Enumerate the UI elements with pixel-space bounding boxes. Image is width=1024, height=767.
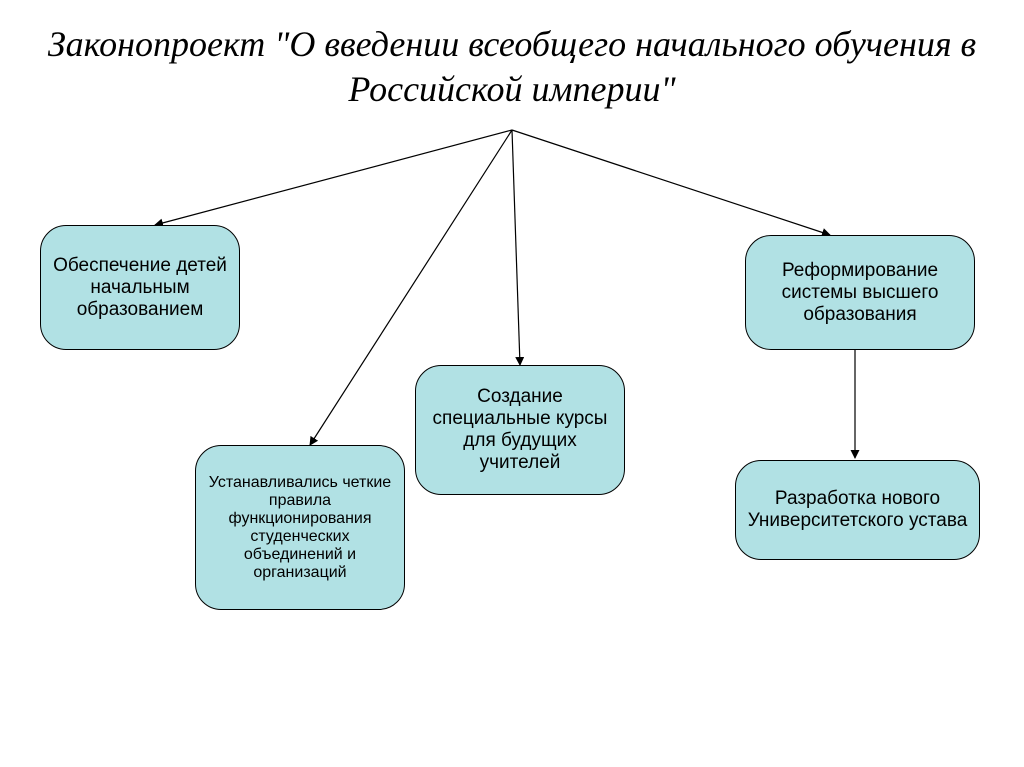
node-n1: Обеспечение детей начальным образованием	[40, 225, 240, 350]
node-n4: Реформирование системы высшего образован…	[745, 235, 975, 350]
node-n2: Устанавливались четкие правила функциони…	[195, 445, 405, 610]
edge-3	[512, 130, 830, 235]
diagram-title: Законопроект "О введении всеобщего начал…	[0, 22, 1024, 112]
node-n3: Создание специальные курсы для будущих у…	[415, 365, 625, 495]
edge-2	[512, 130, 520, 365]
edge-0	[155, 130, 512, 225]
node-n5: Разработка нового Университетского устав…	[735, 460, 980, 560]
